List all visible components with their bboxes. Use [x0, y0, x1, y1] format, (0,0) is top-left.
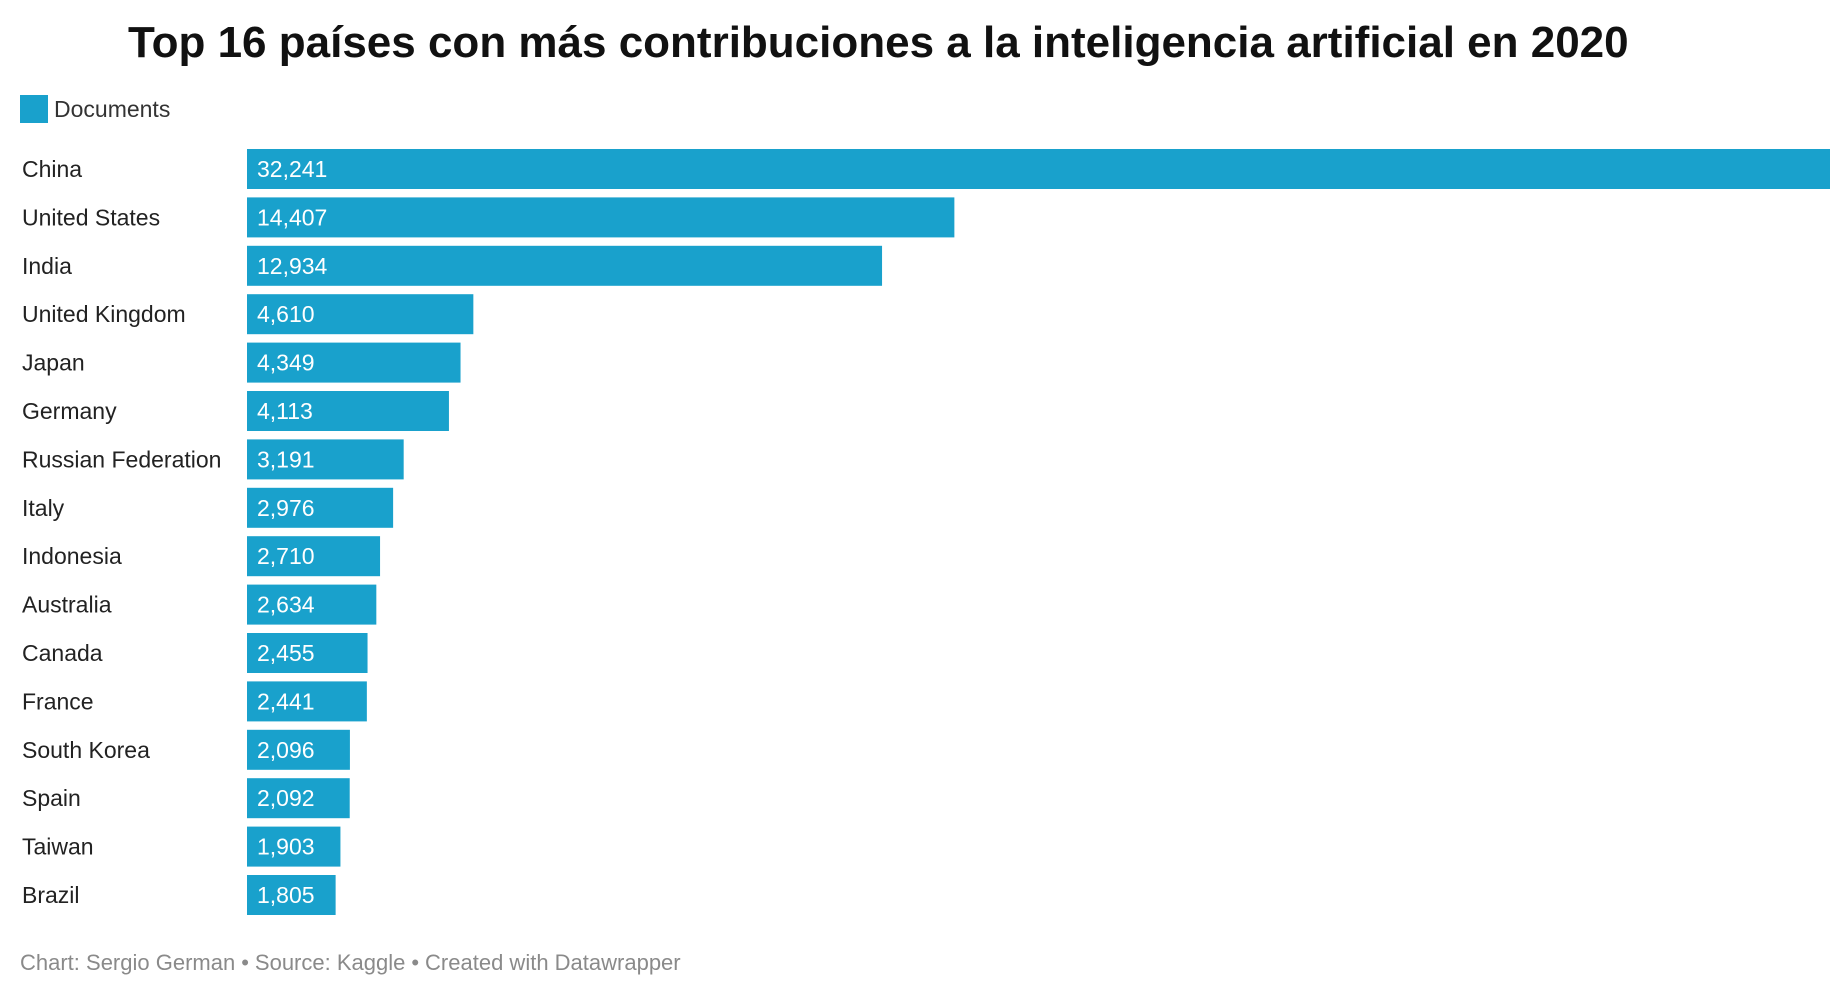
bar	[247, 245, 883, 286]
category-label: Germany	[22, 398, 117, 424]
bar	[247, 826, 341, 867]
bar	[247, 342, 461, 383]
category-label: India	[22, 253, 72, 279]
bar-value-label: 2,634	[257, 592, 315, 618]
bar	[247, 536, 381, 577]
category-label: Spain	[22, 785, 81, 811]
bar-value-label: 2,455	[257, 640, 315, 666]
footer-tool: Created with Datawrapper	[425, 950, 681, 975]
bar-value-label: 4,113	[257, 398, 313, 424]
bar-value-label: 3,191	[257, 446, 315, 472]
chart-title: Top 16 países con más contribuciones a l…	[128, 18, 1629, 67]
category-label: United States	[22, 204, 160, 230]
legend-swatch	[20, 95, 48, 123]
bar-chart: China 32,241 United States 14,407 India 12,93…	[22, 149, 1830, 915]
bar	[247, 149, 1830, 189]
bar-value-label: 4,349	[257, 350, 315, 376]
bar	[247, 681, 367, 722]
bar	[247, 633, 368, 673]
bar	[247, 439, 404, 480]
category-label: Australia	[22, 592, 112, 618]
footer-source: Source: Kaggle	[254, 950, 406, 975]
footer-separator: •	[241, 950, 249, 975]
bar-value-label: 12,934	[257, 253, 328, 279]
bar	[247, 778, 350, 819]
category-label: South Korea	[22, 737, 150, 763]
footer-chart-credit: Chart: Sergio German	[20, 950, 236, 975]
bar-value-label: 2,441	[257, 688, 315, 714]
bar-value-label: 14,407	[257, 204, 327, 230]
category-label: Indonesia	[22, 543, 122, 569]
category-label: Brazil	[22, 882, 80, 908]
category-label: Russian Federation	[22, 446, 221, 472]
category-label: Canada	[22, 640, 103, 666]
bar	[247, 875, 336, 915]
bar-value-label: 1,903	[257, 834, 315, 860]
bar-value-label: 2,092	[257, 785, 315, 811]
footer-separator: •	[411, 950, 420, 975]
category-label: Taiwan	[22, 834, 94, 860]
category-label: China	[22, 156, 82, 182]
bar-value-label: 2,710	[257, 543, 315, 569]
category-label: France	[22, 688, 94, 714]
bar	[247, 584, 377, 625]
legend: Documents	[20, 94, 170, 124]
bar	[247, 729, 350, 770]
category-label: Japan	[22, 350, 85, 376]
bar	[247, 487, 394, 528]
category-label: Italy	[22, 495, 65, 521]
bar-value-label: 1,805	[257, 882, 315, 908]
bar-value-label: 2,976	[257, 495, 315, 521]
bar	[247, 197, 955, 238]
chart-footer: Chart: Sergio German • Source: Kaggle • Crea…	[20, 950, 681, 976]
legend-label: Documents	[54, 95, 171, 122]
bar	[247, 294, 474, 335]
bar-value-label: 2,096	[257, 737, 315, 763]
category-label: United Kingdom	[22, 301, 186, 327]
bar-value-label: 32,241	[257, 156, 327, 182]
bar-value-label: 4,610	[257, 301, 315, 327]
bar	[247, 391, 449, 431]
